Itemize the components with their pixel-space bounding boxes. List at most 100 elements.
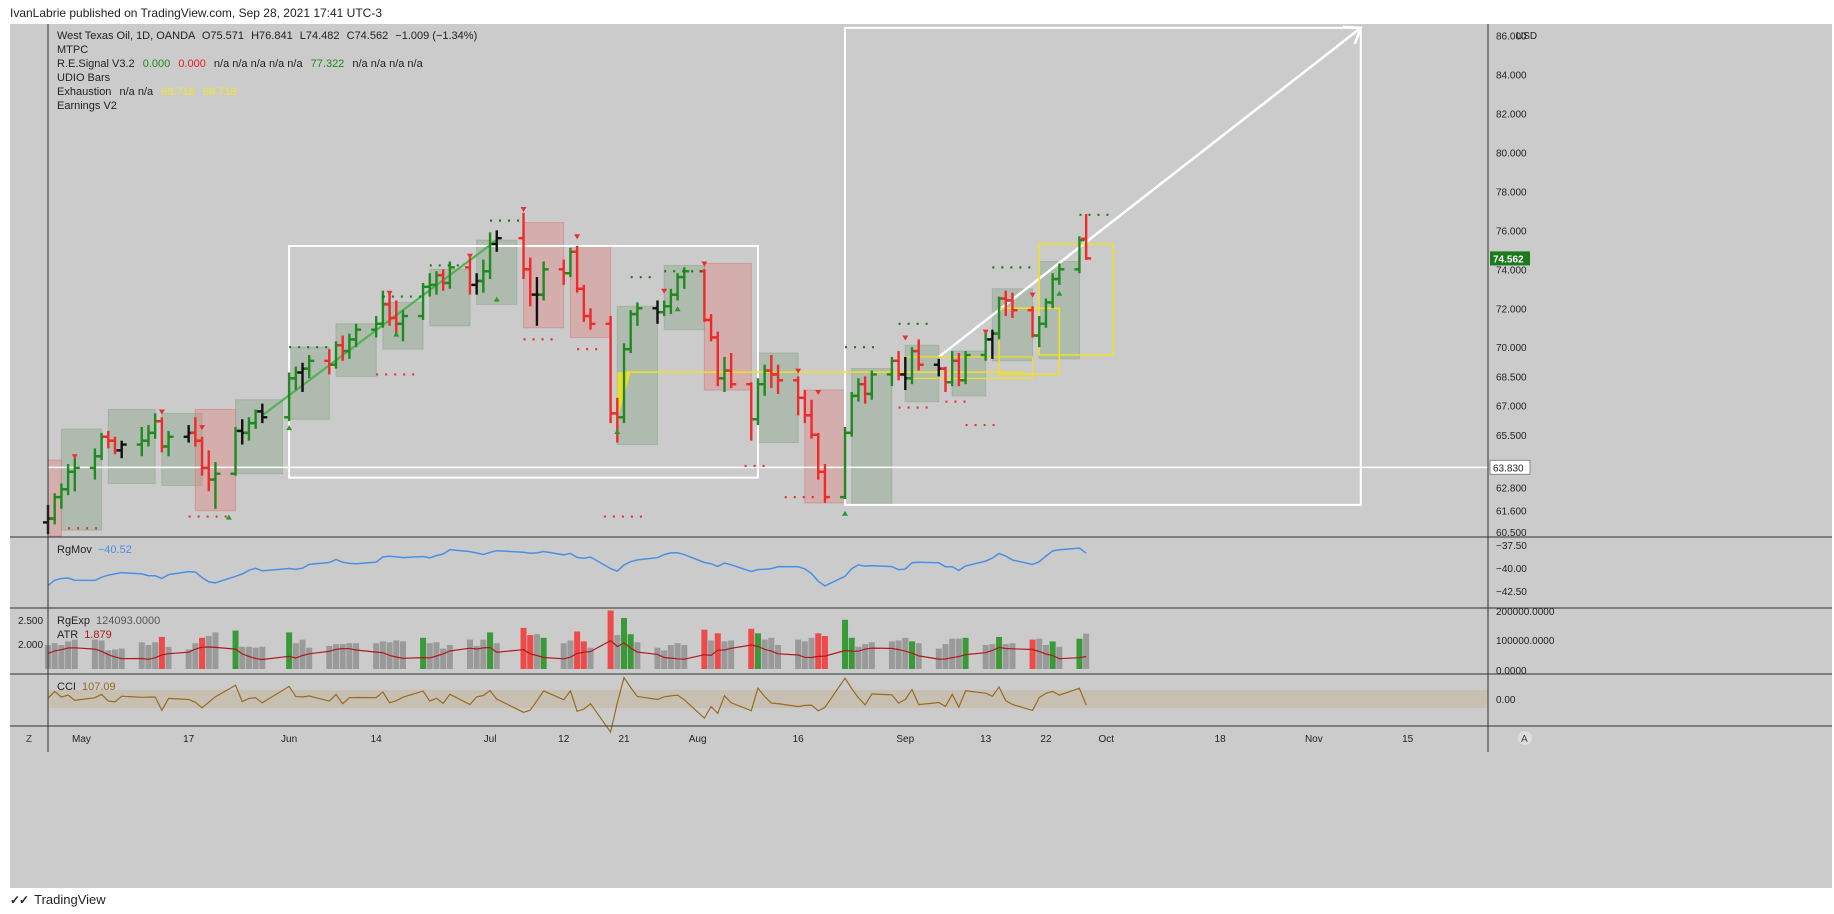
bull-zone-box [951,350,987,397]
rgexp-bar [487,632,494,669]
price-tick-label: 76.000 [1496,226,1527,237]
legend-exhaustion: Exhaustion [57,86,111,98]
price-tick-label: 78.000 [1496,187,1527,198]
rgexp-bar [292,643,299,669]
footer-brand: TradingView [34,892,106,907]
sell-signal-triangle [982,329,989,335]
ohlc-bar [163,430,174,457]
rgexp-bar [346,643,353,669]
ohlc-bar [444,261,455,289]
ohlc-bar [1007,292,1018,318]
highlight-box [998,307,1061,376]
projection-rectangle[interactable] [844,26,1362,506]
rgmov-line [47,547,1087,587]
rgexp-bar [399,641,406,669]
rgexp-bar [868,642,875,669]
rgexp-bar [98,640,105,669]
rgexp-bar [721,641,728,669]
ohlc-bar [679,267,690,289]
buy-signal-triangle [286,425,293,431]
indicator-panes-layer: −37.50 −40.00 −42.50 200000.0000 100000.0000… [45,541,1555,734]
sell-signal-triangle [815,390,822,396]
ohlc-bar [257,403,268,424]
rgexp-bar [761,639,768,669]
sell-signal-triangle [1029,292,1036,298]
sell-signal-triangle [520,207,527,213]
rgexp-bar [701,629,708,669]
price-tick-label: 74.000 [1496,265,1527,276]
rgexp-bar [795,639,802,669]
buy-signal-triangle [842,510,849,516]
sell-signal-triangle [386,290,393,296]
ohlc-bar [746,382,757,441]
ohlc-bar [940,366,951,392]
ohlc-bar [210,462,221,509]
rgexp-bar [165,646,172,669]
time-scale-left-button[interactable]: Z [26,734,32,745]
rgexp-bar [962,637,969,669]
rgexp-bar [754,633,761,669]
rgexp-bar [815,633,822,669]
rgexp-bar [681,645,688,669]
rgexp-bar [982,645,989,669]
rgexp-bar [353,643,360,669]
rgexp-bar [1002,644,1009,669]
time-tick-label: 12 [558,734,570,745]
time-tick-label: Oct [1098,734,1114,745]
rgexp-bar [801,641,808,669]
rgexp-bar [326,645,333,669]
rgexp-bar [466,639,473,669]
currency-label: USD [1516,31,1537,42]
rgexp-bar [1056,646,1063,669]
rgexp-bar [848,637,855,669]
ohlc-bar [819,464,830,503]
tradingview-chart[interactable]: −37.50 −40.00 −42.50 200000.0000 100000.0000… [10,24,1832,888]
rgexp-bar [661,650,668,669]
rgexp-bar [339,644,346,669]
rgmov-label: RgMov −40.52 [57,544,132,556]
time-tick-label: May [72,734,91,745]
rgexp-bar [1009,643,1016,669]
sell-signal-triangle [574,234,581,240]
rgmov-tick-label: −40.00 [1496,564,1527,575]
sell-signal-triangle [199,425,206,431]
time-tick-label: Nov [1305,734,1323,745]
ohlc-bar [773,364,784,394]
price-tick-label: 72.000 [1496,304,1527,315]
time-tick-label: 15 [1402,734,1414,745]
rgexp-bar [580,641,587,669]
footer: ✓✓ TradingView [10,892,106,907]
ohlc-bar [491,230,502,252]
legend-close: 74.562 [355,30,389,42]
rgexp-bar [373,643,380,669]
chart-frame[interactable]: −37.50 −40.00 −42.50 200000.0000 100000.0000… [10,24,1832,888]
legend-change: −1.009 (−1.34%) [395,30,477,42]
time-tick-label: Aug [689,734,707,745]
ohlc-bar [304,354,315,379]
arrow-head-icon [1342,25,1363,45]
time-tick-label: 21 [618,734,630,745]
rgexp-bar [245,646,252,669]
rgexp-bar [138,642,145,669]
axes-layer: 86.000 84.000 82.000 80.000 78.000 76.000 74.0… [10,24,1832,752]
ohlc-bar [866,370,877,400]
buy-signal-triangle [225,514,232,520]
rgexp-bar [199,637,206,669]
price-tick-label: 60.500 [1496,528,1527,539]
ohlc-bars-layer [43,212,1092,535]
rgexp-bar [895,640,902,669]
atr-label: ATR 1.879 [57,629,112,641]
green-trend-line[interactable] [261,239,498,417]
rgexp-bar [51,643,58,669]
cci-label: CCI 107.09 [57,681,116,693]
cci-line [47,676,1087,734]
rgexp-bar [379,641,386,669]
sell-signal-triangle [71,454,78,460]
time-tick-label: 18 [1215,734,1227,745]
rgmov-tick-label: −42.50 [1496,587,1527,598]
price-tick-label: 86.000 [1496,32,1527,43]
buy-signal-triangle [1056,290,1063,296]
price-tick-label: 68.500 [1496,372,1527,383]
time-scale-right-button[interactable]: A [1518,731,1532,745]
trend-arrow-line[interactable] [938,26,1362,358]
